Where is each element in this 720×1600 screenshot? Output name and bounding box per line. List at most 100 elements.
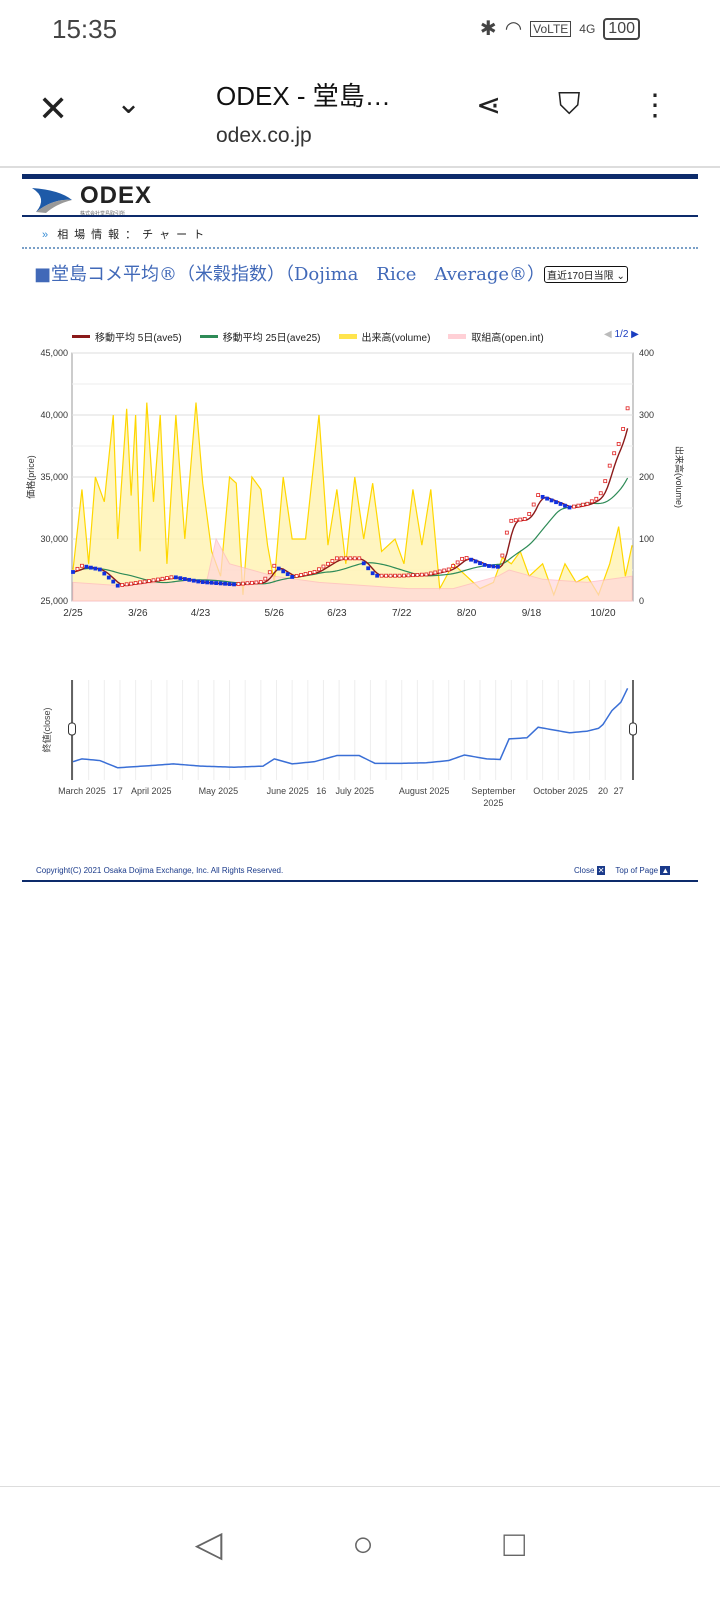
- candle: [478, 561, 482, 566]
- nav-x-tick-label: 27: [614, 786, 624, 796]
- nav-x-tick-label: 17: [113, 786, 123, 796]
- candle: [276, 566, 281, 571]
- candle: [352, 556, 357, 561]
- nav-handle[interactable]: [629, 722, 637, 736]
- chart-title: ■堂島コメ平均®（米穀指数）（Dojima Rice Average®）: [34, 264, 546, 285]
- x-tick-label: 2/25: [63, 608, 83, 619]
- candle: [160, 576, 165, 581]
- candle: [178, 576, 183, 581]
- candle: [214, 581, 219, 585]
- candle: [326, 561, 330, 566]
- y-tick-label: 40,000: [40, 410, 68, 420]
- candle: [603, 479, 608, 484]
- bookmark-icon[interactable]: ⛉: [558, 88, 581, 121]
- y2-axis-label: 出来高(volume): [674, 446, 685, 508]
- candle: [115, 583, 120, 588]
- candle: [227, 582, 232, 586]
- chevron-down-icon[interactable]: ⌄: [116, 87, 142, 120]
- candle: [433, 570, 438, 575]
- candle: [536, 493, 541, 498]
- legend-volume[interactable]: 出来高(volume): [338, 329, 430, 344]
- share-icon[interactable]: ⋖: [476, 89, 502, 122]
- candle: [88, 565, 93, 570]
- candle: [558, 502, 563, 506]
- logo-swoosh-icon: [32, 187, 72, 213]
- top-of-page-link[interactable]: Top of Page ▲: [615, 866, 671, 875]
- x-tick-label: 4/23: [191, 608, 211, 619]
- candle: [272, 563, 277, 568]
- candle: [509, 518, 514, 523]
- candle: [545, 496, 549, 501]
- candle: [473, 559, 478, 564]
- candle: [572, 504, 576, 509]
- page-title-tab[interactable]: ODEX - 堂島…: [216, 81, 391, 111]
- y-tick-label: 30,000: [40, 534, 68, 544]
- candle: [285, 572, 290, 577]
- home-icon[interactable]: ○: [352, 1522, 374, 1564]
- candle: [267, 570, 272, 575]
- candle: [567, 505, 572, 510]
- candle: [339, 556, 344, 561]
- candle: [415, 573, 420, 577]
- nav-x-tick-label: 16: [316, 786, 326, 796]
- candle: [491, 564, 496, 569]
- candle: [621, 427, 626, 431]
- candle: [93, 566, 98, 571]
- candle: [482, 563, 487, 567]
- candle: [419, 572, 424, 577]
- legend-ave5[interactable]: 移動平均 5日(ave5): [72, 329, 182, 344]
- candle: [334, 556, 339, 561]
- back-icon[interactable]: ◁: [194, 1522, 223, 1564]
- candle: [232, 582, 236, 587]
- candle: [487, 564, 491, 568]
- recents-icon[interactable]: □: [503, 1522, 526, 1564]
- battery-icon: 100: [603, 17, 640, 40]
- nav-x-tick-label: May 2025: [199, 786, 239, 796]
- navigator-chart[interactable]: 終値(close) March 2025 17 April 2025 May 2025 J…: [0, 670, 720, 810]
- volte-icon: VoLTE: [530, 20, 572, 37]
- candle: [357, 556, 362, 561]
- candle: [223, 581, 227, 586]
- candle: [200, 580, 205, 584]
- candle: [580, 502, 585, 507]
- odex-logo[interactable]: ODEX 株式会社堂島取引所: [30, 182, 152, 217]
- nav-handle[interactable]: [68, 722, 76, 736]
- next-icon: ▶: [631, 329, 639, 340]
- candle: [133, 581, 138, 585]
- legend-openint[interactable]: 取組高(open.int): [448, 329, 544, 344]
- legend-ave25[interactable]: 移動平均 25日(ave25): [199, 329, 321, 344]
- candle: [142, 579, 147, 584]
- y2-tick-label: 0: [639, 596, 644, 606]
- candle: [343, 556, 348, 561]
- signal-icon: 4G: [579, 21, 596, 36]
- nav-x-tick-label: June 2025: [267, 786, 309, 796]
- candle: [393, 573, 397, 578]
- footer-divider: [22, 880, 698, 882]
- close-icon[interactable]: ✕: [38, 88, 69, 129]
- candle: [312, 570, 317, 574]
- candle: [218, 581, 223, 586]
- x-tick-label: 10/20: [590, 608, 615, 619]
- range-select[interactable]: 直近170日当限 ⌄: [544, 266, 628, 283]
- candle: [442, 568, 447, 573]
- more-icon[interactable]: ⋮: [640, 89, 670, 122]
- candle: [294, 574, 299, 578]
- double-chevron-icon: »: [42, 229, 49, 241]
- header-bar: [22, 174, 698, 179]
- candle: [375, 573, 380, 578]
- candle: [258, 580, 263, 584]
- candle: [348, 556, 353, 561]
- candle: [406, 573, 411, 578]
- url[interactable]: odex.co.jp: [216, 124, 312, 147]
- clock: 15:35: [52, 14, 118, 44]
- candle: [495, 564, 500, 569]
- candle: [554, 500, 558, 505]
- y-tick-label: 45,000: [40, 348, 68, 358]
- close-link[interactable]: Close ✕: [574, 866, 606, 875]
- legend-pager[interactable]: ◀ 1/2 ▶: [604, 329, 639, 340]
- candle: [151, 578, 156, 583]
- candle: [384, 573, 388, 578]
- candle: [209, 580, 214, 585]
- candle: [165, 576, 169, 580]
- y-axis-label: 価格(price): [25, 455, 36, 499]
